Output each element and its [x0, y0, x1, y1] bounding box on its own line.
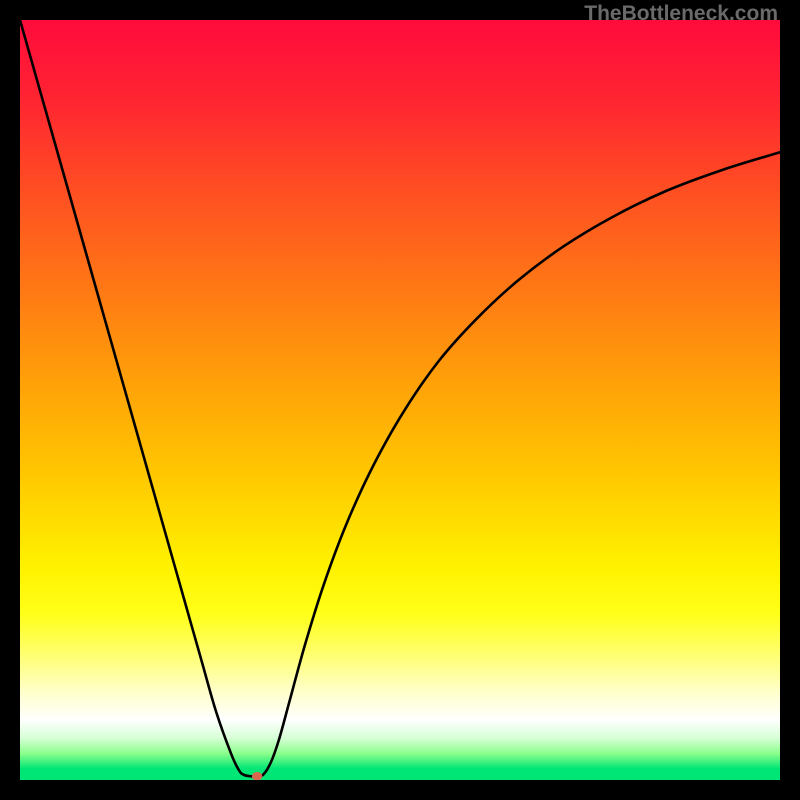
- chart-plot-area: [20, 20, 780, 780]
- chart-background: [20, 20, 780, 780]
- chart-svg: [20, 20, 780, 780]
- watermark-text: TheBottleneck.com: [584, 2, 778, 26]
- chart-outer-frame: TheBottleneck.com: [0, 0, 800, 800]
